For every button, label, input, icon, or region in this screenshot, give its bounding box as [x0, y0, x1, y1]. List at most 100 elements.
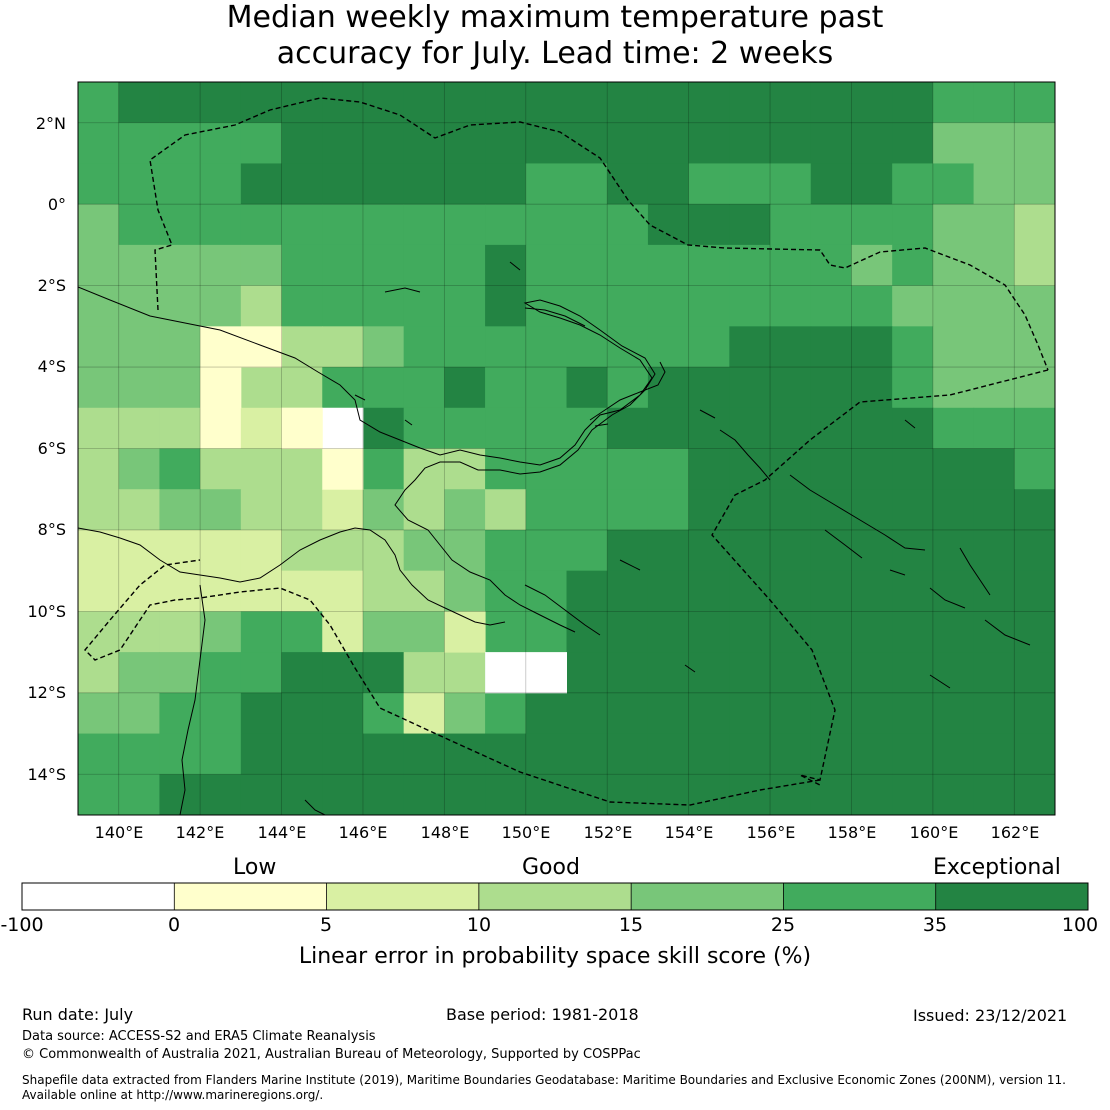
- grid-cell: [892, 489, 934, 531]
- grid-cell: [78, 367, 120, 409]
- colorbar-segment: [631, 883, 784, 910]
- lon-tick-148e: 148°E: [420, 823, 470, 842]
- grid-cell: [444, 489, 486, 531]
- grid-cell: [118, 692, 160, 735]
- grid-cell: [729, 244, 771, 287]
- grid-cell: [525, 326, 567, 368]
- grid-cell: [1014, 611, 1055, 653]
- colorbar-label: Linear error in probability space skill …: [298, 944, 812, 969]
- maritime-boundaries: [84, 97, 1049, 806]
- grid-cell: [607, 570, 649, 612]
- grid-cell: [932, 204, 975, 246]
- grid-cell: [78, 774, 120, 815]
- grid-cell: [770, 489, 812, 531]
- grid-cell: [647, 652, 690, 694]
- grid-cell: [810, 489, 852, 531]
- colorbar-tick-15: 15: [618, 914, 644, 936]
- grid-cell: [525, 122, 567, 164]
- grid-cell: [566, 529, 608, 572]
- grid-cell: [1014, 774, 1055, 815]
- grid-cell: [973, 570, 1015, 612]
- grid-cell: [688, 529, 730, 572]
- grid-cell: [851, 163, 893, 205]
- lat-tick-6s: 6°S: [37, 439, 66, 458]
- lat-tick-12s: 12°S: [27, 683, 66, 702]
- grid-cell: [78, 204, 120, 246]
- grid-cell: [810, 326, 852, 368]
- grid-cell: [159, 163, 201, 205]
- grid-cell: [566, 367, 608, 409]
- grid-cell: [932, 652, 975, 694]
- grid-cell: [200, 774, 242, 815]
- grid-cell: [362, 367, 405, 409]
- grid-cell: [322, 570, 364, 612]
- grid-cell: [200, 611, 242, 653]
- grid-cell: [973, 122, 1015, 164]
- grid-cell: [607, 122, 649, 164]
- grid-cell: [1014, 326, 1055, 368]
- grid-cell: [892, 204, 934, 246]
- grid-cell: [118, 407, 160, 449]
- grid-cell: [973, 611, 1015, 653]
- grid-cell: [647, 163, 690, 205]
- grid-cell: [525, 367, 567, 409]
- grid-cell: [362, 407, 405, 449]
- grid-cell: [647, 489, 690, 531]
- grid-cell: [688, 570, 730, 612]
- grid-cell: [932, 326, 975, 368]
- grid-cell: [688, 163, 730, 205]
- grid-cell: [607, 652, 649, 694]
- grid-cell: [1014, 163, 1055, 205]
- grid-cell: [892, 529, 934, 572]
- grid-cell: [159, 285, 201, 327]
- grid-cell: [770, 326, 812, 368]
- grid-cell: [444, 448, 486, 490]
- grid-cell: [851, 733, 893, 775]
- grid-cell: [973, 489, 1015, 531]
- grid-cell: [444, 570, 486, 612]
- lon-tick-152e: 152°E: [583, 823, 633, 842]
- grid-cell: [118, 774, 160, 815]
- grid-cell: [281, 122, 323, 164]
- grid-cell: [525, 82, 567, 124]
- grid-cell: [932, 733, 975, 775]
- grid-cell: [240, 489, 283, 531]
- grid-cell: [729, 692, 771, 735]
- grid-cell: [525, 448, 567, 490]
- grid-cell: [810, 163, 852, 205]
- grid-cell: [240, 163, 283, 205]
- grid-cell: [240, 82, 283, 124]
- grid-cell: [607, 529, 649, 572]
- grid-cell: [281, 733, 323, 775]
- grid-cell: [403, 570, 445, 612]
- grid-cell: [118, 82, 160, 124]
- grid-cell: [1014, 448, 1055, 490]
- grid-cell: [159, 570, 201, 612]
- colorbar-segment: [478, 883, 632, 910]
- grid-cell: [118, 489, 160, 531]
- lat-tick-0: 0°: [47, 195, 66, 214]
- grid-cell: [525, 163, 567, 205]
- grid-cell: [525, 733, 567, 775]
- grid-cell: [770, 692, 812, 735]
- grid-cell: [810, 407, 852, 449]
- grid-cell: [851, 529, 893, 572]
- lon-tick-150e: 150°E: [501, 823, 551, 842]
- grid-cell: [973, 163, 1015, 205]
- grid-cell: [973, 326, 1015, 368]
- grid-cell: [78, 692, 120, 735]
- grid-cell: [322, 407, 364, 449]
- grid-cell: [892, 244, 934, 287]
- grid-cell: [200, 489, 242, 531]
- grid-cell: [810, 82, 852, 124]
- grid-cell: [932, 611, 975, 653]
- grid-cell: [810, 529, 852, 572]
- grid-cell: [322, 489, 364, 531]
- grid-cell: [403, 244, 445, 287]
- grid-cell: [688, 285, 730, 327]
- grid-cell: [362, 774, 405, 815]
- grid-cell: [444, 652, 486, 694]
- grid-cell: [566, 244, 608, 287]
- grid-cell: [892, 692, 934, 735]
- grid-cell: [485, 204, 527, 246]
